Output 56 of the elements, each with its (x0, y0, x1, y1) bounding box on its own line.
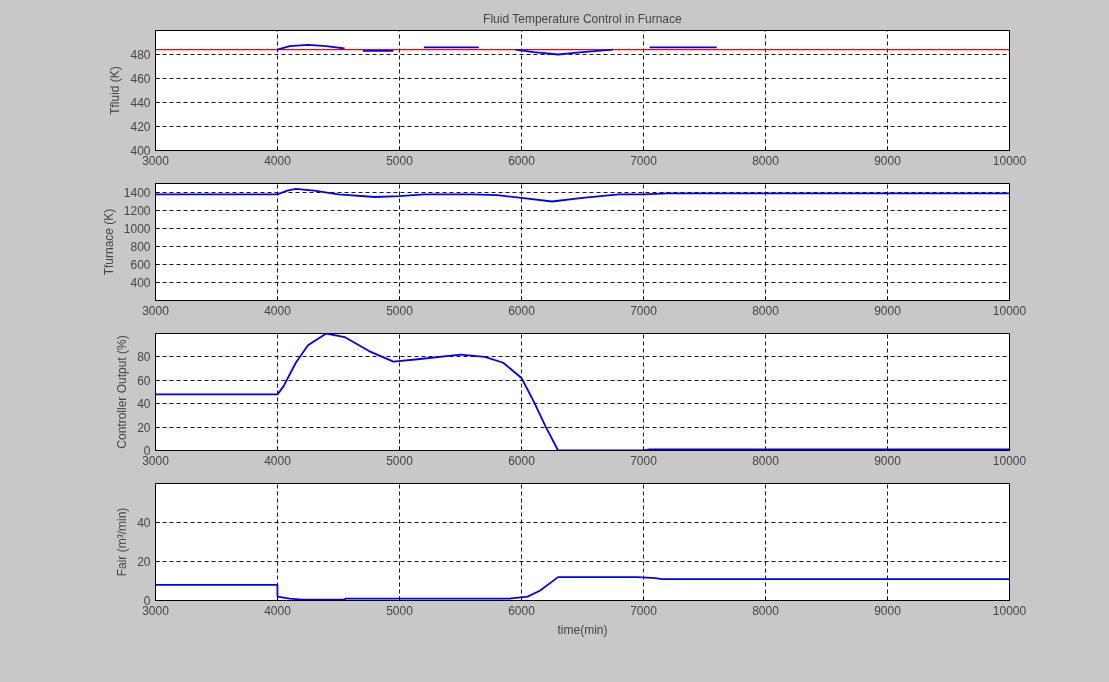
x-tick-label: 7000 (630, 603, 658, 618)
x-tick-label: 8000 (752, 603, 780, 618)
y-tick-label: 60 (137, 373, 151, 388)
y-axis-title: Fair (m³/min) (115, 507, 130, 577)
x-axis-title: time(min) (557, 622, 608, 637)
x-tick-label: 4000 (264, 303, 292, 318)
y-tick-label: 800 (130, 240, 151, 254)
x-tick-label: 7000 (630, 303, 658, 318)
y-tick-label: 400 (130, 144, 151, 158)
x-tick-label: 6000 (508, 453, 536, 468)
x-tick-label: 6000 (508, 303, 536, 318)
y-axis-title: Tfluid (K) (108, 66, 123, 115)
y-tick-label: 1000 (123, 222, 151, 236)
x-tick-label: 10000 (992, 303, 1027, 318)
x-tick-label: 7000 (630, 453, 658, 468)
x-tick-label: 8000 (752, 453, 780, 468)
y-tick-label: 20 (137, 555, 151, 569)
x-tick-label: 3000 (142, 303, 170, 318)
x-tick-label: 10000 (992, 453, 1027, 468)
chart-title: Fluid Temperature Control in Furnace (483, 11, 682, 26)
y-tick-label: 0 (143, 444, 151, 458)
line-series (155, 333, 1010, 451)
x-tick-label: 8000 (752, 303, 780, 318)
x-tick-label: 9000 (874, 453, 902, 468)
x-tick-label: 8000 (752, 153, 780, 168)
y-tick-label: 420 (130, 120, 151, 134)
y-tick-label: 40 (137, 397, 151, 412)
x-tick-label: 4000 (264, 603, 292, 618)
y-tick-label: 480 (130, 48, 151, 62)
y-tick-label: 400 (130, 276, 151, 290)
y-tick-label: 440 (130, 96, 151, 110)
y-tick-label: 0 (143, 594, 151, 608)
x-tick-label: 4000 (264, 153, 292, 168)
x-tick-label: 6000 (508, 153, 536, 168)
x-tick-label: 6000 (508, 603, 536, 618)
x-tick-label: 9000 (874, 303, 902, 318)
x-tick-label: 5000 (386, 303, 414, 318)
y-tick-label: 40 (137, 516, 151, 530)
y-tick-label: 20 (137, 420, 151, 435)
x-tick-label: 10000 (992, 153, 1027, 168)
y-tick-label: 600 (130, 258, 151, 272)
y-tick-label: 80 (137, 350, 151, 365)
y-tick-label: 1200 (123, 204, 151, 218)
x-tick-label: 7000 (630, 153, 658, 168)
x-tick-label: 10000 (992, 603, 1027, 618)
y-axis-title: Controller Output (%) (115, 335, 130, 449)
y-tick-label: 460 (130, 72, 151, 86)
x-tick-label: 5000 (386, 153, 414, 168)
x-tick-label: 9000 (874, 603, 902, 618)
x-tick-label: 5000 (386, 603, 414, 618)
x-tick-label: 4000 (264, 453, 292, 468)
x-tick-label: 9000 (874, 153, 902, 168)
line-series (155, 188, 1010, 203)
y-tick-label: 1400 (123, 186, 151, 200)
y-axis-title: Tfurnace (K) (101, 208, 116, 276)
x-tick-label: 5000 (386, 453, 414, 468)
